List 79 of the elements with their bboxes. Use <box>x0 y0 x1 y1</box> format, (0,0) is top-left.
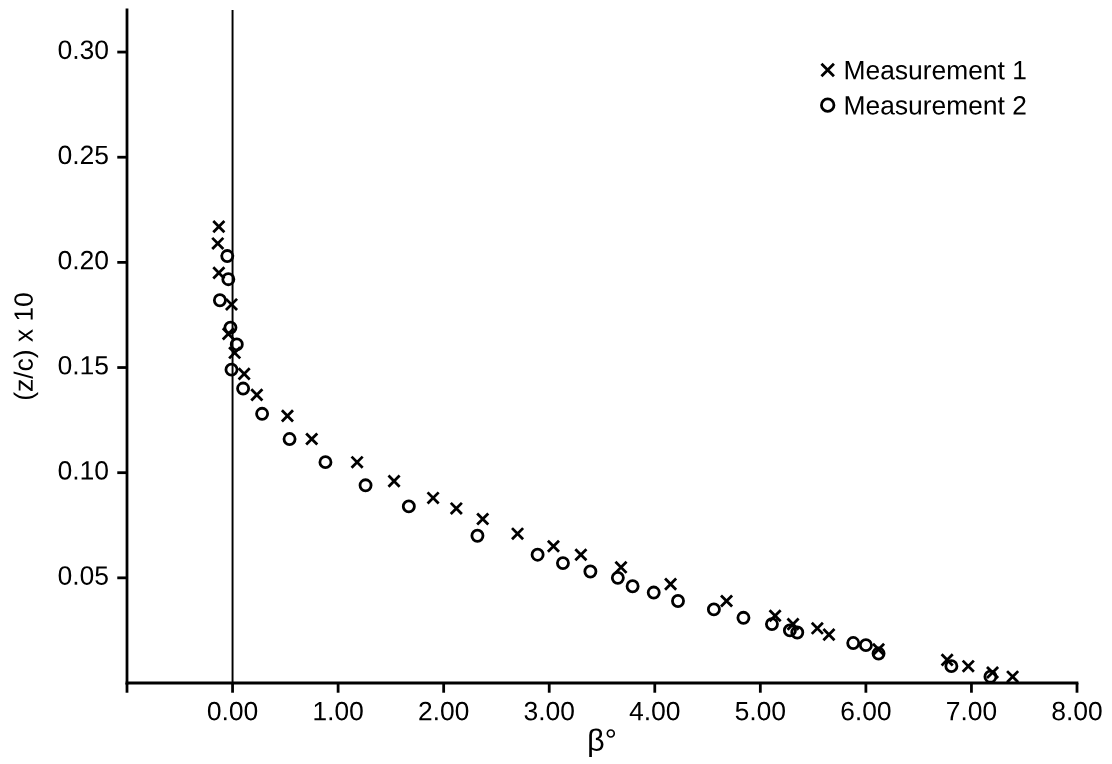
point <box>304 432 319 446</box>
point <box>210 236 225 251</box>
point <box>224 297 239 312</box>
point <box>387 474 401 489</box>
point <box>671 594 685 608</box>
x-tick-label: 5.00 <box>735 701 785 721</box>
point <box>350 455 365 470</box>
point <box>822 627 836 642</box>
point <box>358 478 373 493</box>
point <box>614 560 628 575</box>
point <box>768 608 783 623</box>
point <box>249 387 264 402</box>
point <box>706 602 721 617</box>
x-tick-label: 1.00 <box>314 701 363 721</box>
point <box>871 642 886 657</box>
y-tick-label: 0.05 <box>58 566 108 585</box>
x-tick-label: 8.00 <box>1052 701 1102 721</box>
point <box>786 617 800 632</box>
legend-label: Measurement 2 <box>845 95 1026 115</box>
point <box>663 577 678 592</box>
point <box>212 293 227 308</box>
point <box>318 455 333 470</box>
legend-label: Measurement 1 <box>845 61 1026 80</box>
point <box>625 579 640 594</box>
point <box>475 512 490 526</box>
point <box>871 646 886 661</box>
point <box>449 501 464 516</box>
point <box>255 406 270 421</box>
point <box>236 381 251 396</box>
point <box>719 594 734 608</box>
point <box>556 556 570 571</box>
point <box>211 265 226 280</box>
point <box>573 547 588 562</box>
point <box>220 249 235 264</box>
y-tick-label: 0.15 <box>58 355 108 375</box>
x-axis-title: β° <box>589 728 616 757</box>
y-axis-title: (z/c) x 10 <box>13 293 39 400</box>
point <box>944 659 959 674</box>
point <box>546 539 561 554</box>
point <box>280 408 295 423</box>
y-tick-label: 0.10 <box>58 461 108 480</box>
point <box>646 585 661 600</box>
x-tick-label: 6.00 <box>841 701 891 721</box>
point <box>846 636 861 650</box>
y-tick-label: 0.20 <box>58 250 108 270</box>
point <box>583 564 598 579</box>
x-tick-label: 2.00 <box>419 701 469 721</box>
point <box>224 362 239 377</box>
point <box>610 570 625 585</box>
point <box>227 345 242 360</box>
x-tick-label: 4.00 <box>629 701 680 721</box>
point <box>221 272 236 287</box>
y-tick-label: 0.25 <box>58 145 108 165</box>
y-tick-label: 0.30 <box>58 40 108 60</box>
point <box>858 638 873 653</box>
point <box>211 219 226 234</box>
x-tick-label: 0.00 <box>207 701 258 721</box>
point <box>765 617 779 632</box>
point <box>983 669 998 683</box>
point <box>510 526 525 541</box>
point <box>985 665 1000 680</box>
point <box>426 490 441 505</box>
x-tick-label: 7.00 <box>947 701 997 721</box>
point <box>221 326 236 341</box>
point <box>961 659 976 674</box>
point <box>223 320 238 335</box>
point <box>237 366 252 381</box>
point <box>530 547 545 562</box>
point <box>736 610 751 625</box>
x-tick-label: 3.00 <box>524 701 574 721</box>
point <box>470 528 485 543</box>
point <box>810 621 825 636</box>
point <box>790 625 805 640</box>
point <box>782 623 797 638</box>
point <box>1005 669 1020 683</box>
point <box>940 652 955 667</box>
point <box>282 432 297 446</box>
point <box>401 499 416 514</box>
point <box>229 337 244 352</box>
